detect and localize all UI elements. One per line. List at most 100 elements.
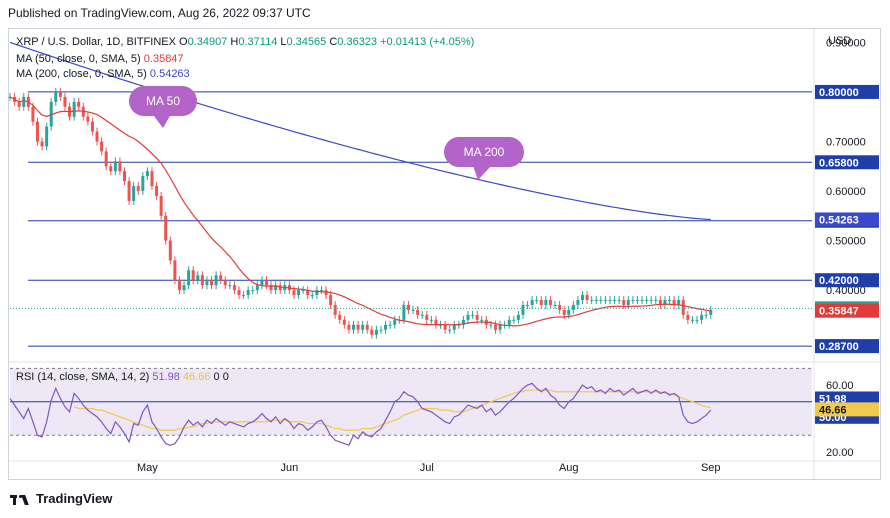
candle-body — [466, 314, 470, 320]
candle-body — [90, 121, 94, 132]
candle-body — [626, 300, 630, 305]
candle-body — [104, 151, 108, 167]
ma200-legend: MA (200, close, 0, SMA, 5) 0.54263 — [16, 68, 190, 80]
candle-body — [113, 161, 117, 172]
candle-body — [645, 300, 649, 302]
candle-body — [77, 101, 81, 107]
candle-body — [232, 285, 236, 291]
candle-body — [22, 96, 26, 107]
candle-body — [548, 300, 552, 305]
candle-body — [361, 324, 365, 330]
close-value: 0.36323 — [337, 36, 378, 48]
candle-body — [452, 324, 456, 330]
candle-body — [493, 324, 497, 330]
candle-body — [191, 270, 195, 281]
rsi-extra: 0 0 — [213, 371, 229, 383]
candle-body — [576, 300, 580, 305]
price-tick-label: 0.40000 — [826, 285, 866, 297]
candle-body — [310, 295, 314, 297]
rsi-sma-badge — [815, 402, 879, 417]
candle-body — [219, 275, 223, 281]
candle-body — [269, 285, 273, 291]
rsi-tick-label: 60.00 — [826, 380, 854, 392]
ma200-badge-label: 0.54263 — [819, 214, 859, 226]
candle-body — [581, 295, 584, 301]
candle-body — [155, 186, 159, 196]
symbol-name: XRP / U.S. Dollar, 1D, BITFINEX — [16, 36, 176, 48]
candle-body — [599, 300, 603, 302]
open-value: 0.34907 — [187, 36, 228, 48]
candle-body — [603, 300, 607, 302]
candle-body — [402, 304, 406, 320]
candle-body — [374, 329, 378, 335]
candle-body — [109, 166, 113, 172]
level-badge — [815, 155, 879, 170]
price-tick-label: 0.60000 — [826, 186, 866, 198]
candle-body — [177, 280, 181, 291]
candle-body — [539, 300, 543, 305]
candle-body — [333, 304, 337, 315]
candle-body — [200, 275, 204, 286]
candle-body — [535, 300, 539, 302]
ma50-value: 0.35847 — [143, 53, 184, 65]
price-tick-label: 0.50000 — [826, 236, 866, 248]
candle-body — [301, 290, 305, 292]
candle-body — [297, 290, 301, 296]
rsi-tick-label: 20.00 — [826, 447, 854, 459]
ma50-line — [9, 96, 711, 327]
candle-body — [562, 309, 566, 315]
candle-body — [695, 319, 699, 321]
price-tick-label: 0.90000 — [826, 37, 866, 49]
candle-body — [237, 290, 241, 296]
candle-body — [388, 324, 392, 326]
tradingview-logo[interactable]: TradingView — [10, 491, 112, 506]
time-axis-label: Aug — [559, 462, 579, 474]
candle-body — [214, 275, 218, 286]
candle-body — [100, 141, 104, 152]
time-axis-label: Jul — [420, 462, 434, 474]
candle-body — [164, 215, 168, 241]
candle-body — [672, 300, 676, 305]
candle-body — [425, 314, 429, 320]
low-value: 0.34565 — [286, 36, 327, 48]
candle-body — [585, 295, 589, 301]
candle-body — [292, 290, 296, 296]
candle-body — [429, 319, 433, 321]
candle-body — [571, 304, 575, 310]
candle-body — [393, 319, 397, 325]
candle-body — [416, 309, 420, 315]
candle-body — [553, 304, 557, 306]
candle-body — [72, 101, 76, 117]
ma50-badge-label: 0.35847 — [819, 306, 859, 318]
candle-body — [590, 300, 594, 302]
candle-body — [668, 300, 672, 302]
candle-body — [196, 275, 200, 281]
high-value: 0.37114 — [238, 36, 278, 48]
rsi-value: 51.98 — [152, 371, 180, 383]
candle-body — [526, 304, 530, 306]
candle-body — [608, 300, 612, 302]
candle-body — [370, 329, 374, 335]
change-value: +0.01413 (+4.05%) — [380, 36, 475, 48]
ma200-line — [9, 41, 711, 221]
candle-body — [617, 300, 621, 302]
level-badge-label: 0.80000 — [819, 87, 859, 99]
candle-body — [544, 300, 548, 305]
candle-body — [700, 314, 704, 320]
candle-body — [210, 280, 214, 286]
level-badge — [815, 339, 879, 354]
candle-body — [347, 324, 351, 330]
candle-body — [649, 300, 653, 302]
candle-body — [319, 290, 323, 292]
candle-body — [489, 324, 493, 326]
candle-body — [315, 290, 319, 296]
candle-body — [260, 280, 264, 286]
ma200-callout — [444, 137, 524, 167]
candle-body — [150, 171, 154, 187]
chart-frame — [8, 28, 881, 480]
candle-body — [567, 309, 571, 315]
candle-body — [635, 300, 639, 302]
level-badge — [815, 273, 879, 288]
candle-body — [40, 141, 44, 147]
